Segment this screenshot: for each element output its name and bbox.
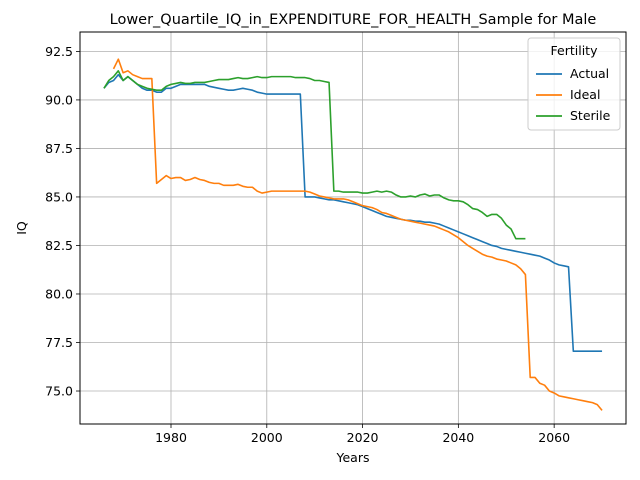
- series-line-sterile: [103, 70, 526, 240]
- series-line-ideal: [112, 58, 603, 411]
- x-tick-label: 2060: [538, 430, 570, 445]
- series-line-actual: [103, 73, 603, 353]
- y-tick-label: 92.5: [45, 44, 73, 59]
- x-tick-label: 2040: [442, 430, 474, 445]
- y-tick-label: 77.5: [45, 335, 73, 350]
- y-tick-label: 80.0: [45, 286, 73, 301]
- y-tick-label: 75.0: [45, 384, 73, 399]
- legend-label-actual: Actual: [570, 66, 609, 81]
- plot-frame: [79, 31, 627, 425]
- x-axis-ticks: 1980 2000 2020 2040 2060: [155, 424, 570, 445]
- legend-entries: Actual Ideal Sterile: [536, 66, 611, 123]
- y-axis-ticks: 75.0 77.5 80.0 82.5 85.0 87.5 90.0 92.5: [45, 44, 80, 399]
- y-tick-label: 82.5: [45, 238, 73, 253]
- y-tick-label: 87.5: [45, 141, 73, 156]
- x-tick-label: 2020: [347, 430, 379, 445]
- y-tick-label: 90.0: [45, 92, 73, 107]
- x-tick-label: 2000: [251, 430, 283, 445]
- grid-lines: [80, 32, 626, 424]
- legend: Fertility Actual Ideal Sterile: [527, 37, 621, 131]
- legend-box: [527, 37, 621, 131]
- legend-label-sterile: Sterile: [570, 108, 611, 123]
- legend-label-ideal: Ideal: [570, 87, 600, 102]
- y-tick-label: 85.0: [45, 189, 73, 204]
- x-tick-label: 1980: [155, 430, 187, 445]
- legend-title: Fertility: [551, 43, 599, 58]
- y-axis-label: IQ: [14, 221, 29, 235]
- series-lines: [103, 58, 603, 411]
- x-axis-label: Years: [336, 450, 370, 465]
- chart-title: Lower_Quartile_IQ_in_EXPENDITURE_FOR_HEA…: [110, 12, 597, 28]
